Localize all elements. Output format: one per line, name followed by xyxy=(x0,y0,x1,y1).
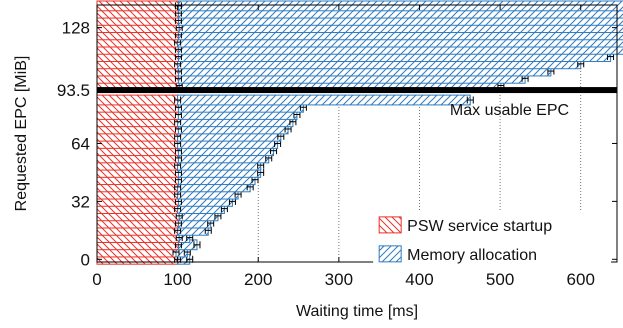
bar-memory-allocation xyxy=(177,0,623,12)
y-tick-label-93.5: 93.5 xyxy=(57,81,90,100)
y-tick-label-32: 32 xyxy=(71,192,90,211)
y-axis-title: Requested EPC [MiB] xyxy=(13,56,30,212)
y-tick-label-0: 0 xyxy=(81,250,90,269)
x-tick-label-400: 400 xyxy=(405,270,433,289)
max-usable-epc-label: Max usable EPC xyxy=(450,102,569,119)
x-tick-label-200: 200 xyxy=(244,270,272,289)
legend-label-memory-allocation: Memory allocation xyxy=(407,247,537,264)
x-tick-label-500: 500 xyxy=(486,270,514,289)
axis-ticks: 0 100 200 300 400 500 600 0 32 64 93.5 128 xyxy=(57,5,617,289)
bars xyxy=(96,0,623,265)
x-tick-label-0: 0 xyxy=(92,270,101,289)
max-usable-epc-line xyxy=(97,87,617,94)
bar-psw-service-startup xyxy=(96,94,179,106)
max-usable-epc-annotation: Max usable EPC xyxy=(97,87,617,119)
y-tick-label-64: 64 xyxy=(71,134,90,153)
bar-psw-service-startup xyxy=(96,0,179,12)
x-tick-label-600: 600 xyxy=(567,270,595,289)
legend-swatch-psw-service-startup xyxy=(378,216,402,234)
legend-box xyxy=(373,210,611,268)
legend: PSW service startup Memory allocation xyxy=(373,210,611,268)
legend-label-psw-service-startup: PSW service startup xyxy=(407,218,552,235)
x-tick-label-100: 100 xyxy=(163,270,191,289)
x-axis-title: Waiting time [ms] xyxy=(296,303,418,320)
x-tick-label-300: 300 xyxy=(325,270,353,289)
y-tick-label-128: 128 xyxy=(62,19,90,38)
legend-swatch-memory-allocation xyxy=(378,245,402,263)
plot-frame xyxy=(96,4,618,263)
bar-memory-allocation xyxy=(177,94,471,106)
